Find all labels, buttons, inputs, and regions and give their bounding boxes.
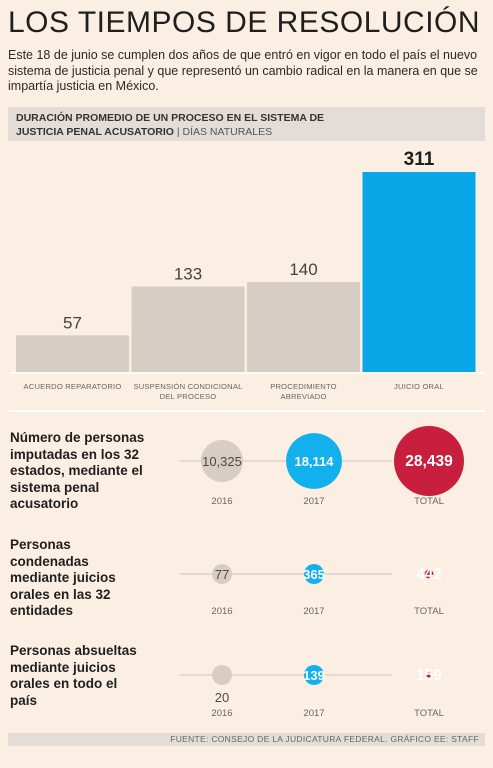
intro-text: Este 18 de junio se cumplen dos años de … (8, 48, 478, 93)
bar-category-label-0-0: ACUERDO REPARATORIO (24, 382, 122, 391)
column-label-0-0: 2016 (211, 496, 232, 507)
bubble-value-label-0-1: 18,114 (294, 454, 334, 469)
chart-title-line2: JUSTICIA PENAL ACUSATORIO | DÍAS NATURAL… (16, 125, 272, 139)
bar-2 (247, 281, 360, 372)
bar-value-label-1: 133 (174, 264, 202, 283)
bubble-value-label-1-1: 365 (303, 567, 325, 582)
column-label-1-2: TOTAL (414, 606, 444, 617)
bar-0 (16, 335, 129, 372)
bubble-0-0 (200, 439, 244, 483)
bubble-2-0 (212, 665, 232, 685)
bubble-value-label-2-1: 139 (303, 668, 325, 683)
bubble-1-1 (304, 564, 324, 584)
bubble-value-label-1-0: 77 (215, 567, 229, 582)
bubble-0-2 (394, 426, 464, 496)
chart-title-bold: JUSTICIA PENAL ACUSATORIO (16, 126, 174, 138)
section-divider (8, 410, 485, 412)
stat-row-label-imputadas: Número de personas imputadas en los 32 e… (10, 430, 145, 511)
bar-category-label-1-0: SUSPENSIÓN CONDICIONAL (133, 382, 242, 391)
bar-category-label-2-0: PROCEDIMIENTO (270, 382, 337, 391)
chart-title-separator: | (176, 126, 180, 138)
column-label-2-2: TOTAL (414, 708, 444, 719)
bubble-value-label-2-2: 159 (416, 667, 442, 684)
bubble-2-2 (426, 672, 432, 678)
chart-unit-label: DÍAS NATURALES (182, 126, 273, 138)
page-title: LOS TIEMPOS DE RESOLUCIÓN (8, 6, 481, 39)
bar-category-label-2-1: ABREVIADO (280, 392, 326, 401)
stat-row-label-absueltas: Personas absueltas mediante juicios oral… (10, 643, 137, 708)
column-label-0-2: TOTAL (414, 496, 444, 507)
bar-value-label-3: 311 (404, 149, 435, 170)
bubble-value-label-1-2: 442 (416, 566, 442, 583)
bar-category-label-1-1: DEL PROCESO (160, 392, 217, 401)
bubble-value-label-2-0: 20 (215, 690, 229, 705)
chart-title-line1: DURACIÓN PROMEDIO DE UN PROCESO EN EL SI… (16, 112, 325, 124)
column-label-0-1: 2017 (303, 496, 324, 507)
bubble-0-1 (286, 433, 342, 489)
bubble-1-0 (212, 564, 232, 584)
source-bar: FUENTE: CONSEJO DE LA JUDICATURA FEDERAL… (8, 733, 485, 746)
chart-header: DURACIÓN PROMEDIO DE UN PROCESO EN EL SI… (8, 107, 485, 141)
bar-category-label-3-0: JUICIO ORAL (394, 382, 444, 391)
column-label-2-1: 2017 (303, 708, 324, 719)
bar-value-label-0: 57 (63, 313, 82, 332)
column-label-2-0: 2016 (211, 708, 232, 719)
bubble-value-label-0-2: 28,439 (405, 453, 453, 470)
column-label-1-0: 2016 (211, 606, 232, 617)
stat-row-label-condenadas: Personas condenadas mediante juicios ora… (10, 537, 116, 618)
column-label-1-1: 2017 (303, 606, 324, 617)
bubble-1-2 (424, 569, 434, 579)
bar-3 (362, 172, 476, 372)
bubble-value-label-0-0: 10,325 (202, 454, 242, 469)
source-text: FUENTE: CONSEJO DE LA JUDICATURA FEDERAL… (170, 734, 479, 744)
bar-value-label-2: 140 (289, 260, 317, 279)
bubble-2-1 (304, 665, 324, 685)
bar-1 (131, 286, 245, 372)
